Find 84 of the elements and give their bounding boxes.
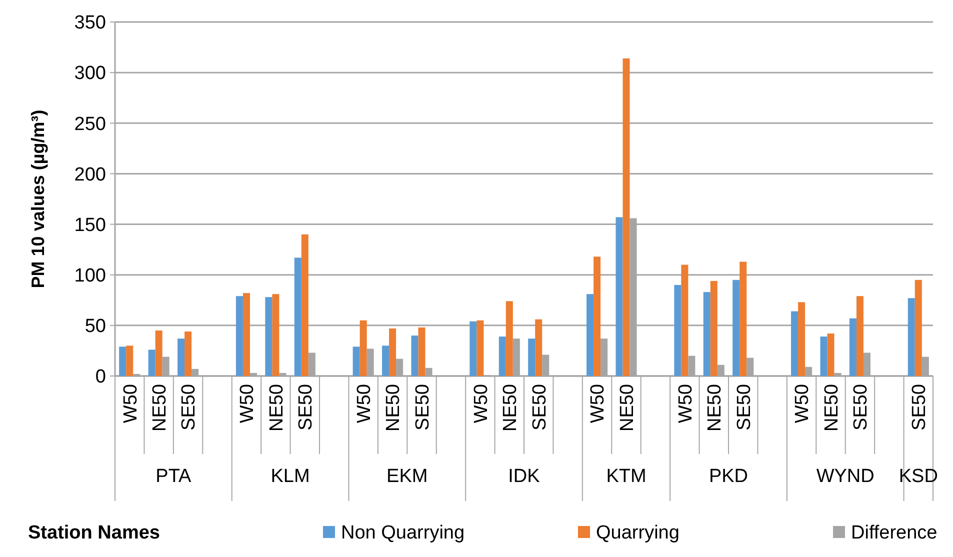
bar	[236, 296, 243, 376]
bar	[242, 293, 250, 376]
bar	[382, 346, 390, 376]
x-tick-label: NE50	[266, 384, 288, 432]
y-tick-label: 0	[95, 366, 106, 388]
bar	[470, 321, 477, 376]
x-tick-label: SE50	[296, 384, 317, 430]
bar	[184, 331, 192, 376]
bar	[411, 336, 418, 376]
bar	[622, 58, 630, 376]
x-tick-label: W50	[470, 384, 492, 424]
bar	[849, 318, 856, 376]
x-tick-label: NE50	[500, 384, 522, 432]
y-tick-label: 350	[74, 12, 106, 34]
x-tick-label: W50	[675, 384, 696, 424]
bar	[178, 338, 185, 376]
bar	[506, 301, 513, 376]
x-tick-label: SE50	[529, 384, 550, 430]
bar	[594, 256, 601, 376]
text: EKM	[386, 466, 428, 487]
x-axis-title: Station Names	[28, 522, 160, 544]
x-tick-label: NE50	[149, 384, 170, 432]
x-tick-label: NE50	[704, 384, 726, 432]
x-tick-label: SE50	[178, 384, 200, 430]
y-tick-label: 50	[84, 316, 106, 338]
bar	[908, 298, 915, 376]
x-tick-label: W50	[237, 384, 258, 424]
bar	[119, 346, 126, 376]
x-tick-label: SE50	[734, 384, 755, 430]
text: IDK	[508, 466, 540, 487]
bar	[616, 217, 623, 376]
bar	[820, 336, 828, 376]
bar	[301, 234, 308, 376]
x-tick-label: W50	[354, 384, 375, 424]
x-tick-label: SE50	[909, 384, 930, 430]
x-tick-label: NE50	[821, 384, 842, 432]
legend-label: Non Quarrying	[341, 522, 465, 544]
bar	[827, 334, 834, 376]
bar	[914, 280, 922, 376]
x-tick-label: W50	[120, 384, 142, 424]
y-axis-title: PM 10 values (µg/m³)	[28, 110, 48, 288]
bar	[710, 280, 718, 376]
x-tick-label: W50	[792, 384, 814, 424]
bar	[352, 346, 360, 376]
bar	[740, 262, 747, 376]
text: KSD	[898, 466, 938, 487]
bar	[155, 330, 162, 376]
bar	[418, 327, 426, 376]
bar	[126, 346, 134, 376]
x-tick-label: SE50	[850, 384, 872, 430]
y-tick-label: 300	[74, 63, 106, 84]
bar	[681, 264, 688, 376]
bar	[732, 280, 740, 376]
bar	[798, 302, 806, 376]
bar	[856, 296, 864, 376]
x-tick-label: SE50	[412, 384, 434, 430]
legend-label: Quarrying	[596, 522, 680, 544]
bar	[148, 350, 156, 376]
text: WYND	[816, 466, 874, 487]
x-tick-label: NE50	[383, 384, 404, 432]
bar	[498, 336, 506, 376]
bar	[272, 294, 280, 376]
bar	[528, 338, 536, 376]
bar	[703, 292, 710, 376]
bar	[586, 294, 594, 376]
y-tick-label: 250	[74, 114, 106, 135]
legend-label: Difference	[851, 522, 938, 544]
bar	[389, 328, 396, 376]
bar	[360, 320, 367, 376]
bar	[535, 319, 542, 376]
bar	[791, 311, 798, 376]
bar	[476, 320, 484, 376]
x-tick-label: W50	[588, 384, 609, 424]
text: PTA	[156, 466, 192, 487]
bar	[674, 284, 682, 376]
y-tick-label: 200	[74, 164, 106, 186]
text: PKD	[708, 466, 748, 487]
text: KTM	[606, 466, 646, 487]
text: KLM	[270, 466, 310, 487]
y-tick-label: 150	[74, 214, 106, 236]
bar	[294, 258, 302, 376]
x-tick-label: NE50	[616, 384, 638, 432]
bar	[265, 297, 272, 376]
y-tick-label: 100	[74, 266, 106, 287]
